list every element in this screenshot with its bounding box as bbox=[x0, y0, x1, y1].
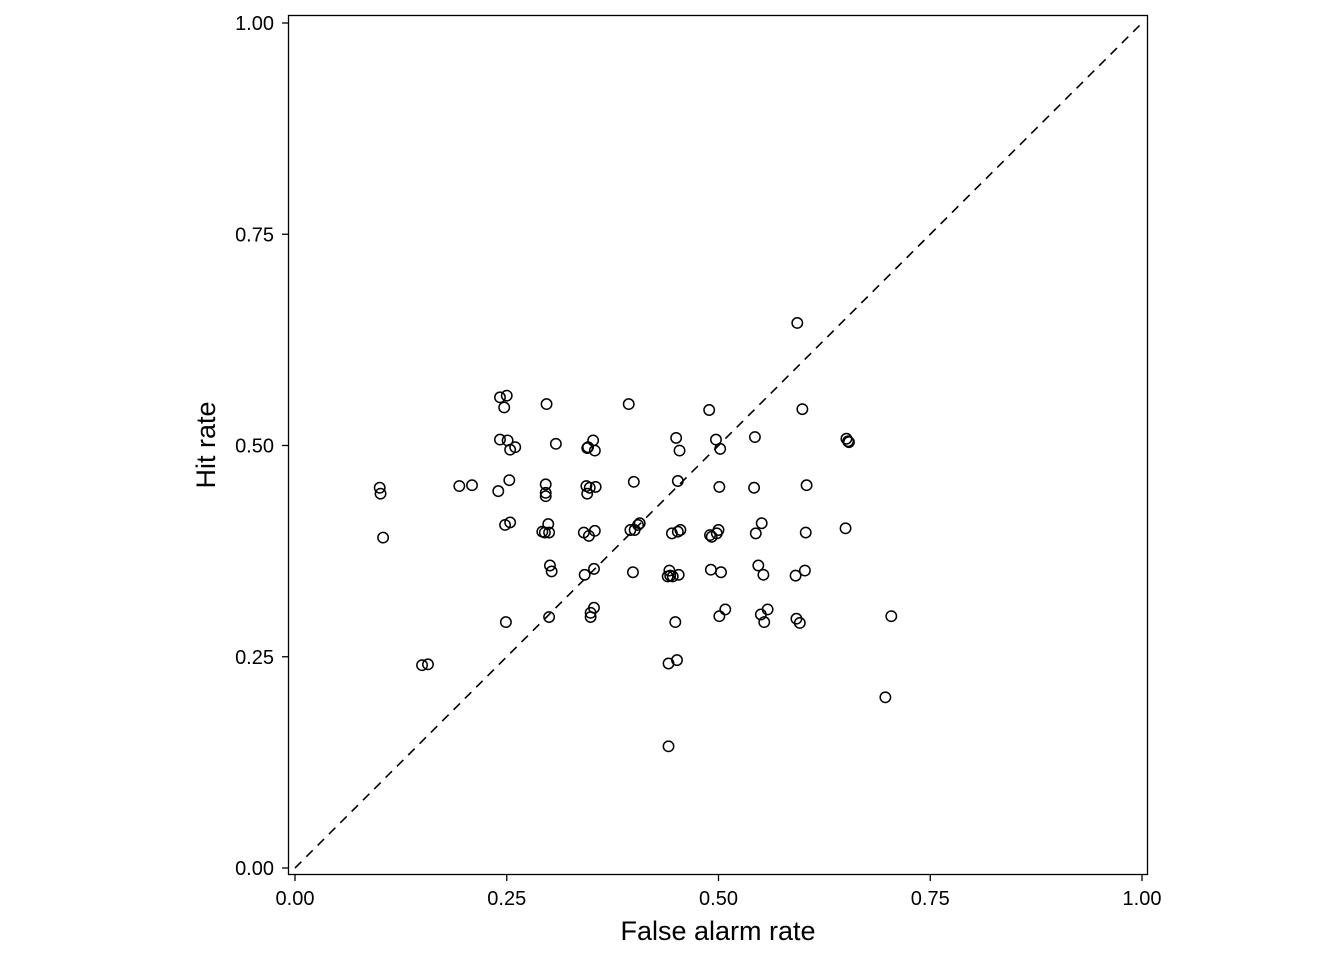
data-point bbox=[373, 481, 386, 494]
data-point bbox=[703, 404, 716, 416]
data-point bbox=[671, 475, 684, 487]
data-point bbox=[581, 487, 594, 500]
data-point bbox=[627, 566, 639, 579]
data-point bbox=[627, 475, 640, 488]
x-axis-title: False alarm rate bbox=[620, 916, 815, 946]
data-point bbox=[752, 559, 765, 572]
data-point bbox=[712, 524, 725, 536]
data-point bbox=[583, 481, 596, 494]
y-tick-label: 0.50 bbox=[235, 436, 274, 458]
data-point bbox=[543, 611, 556, 623]
data-point bbox=[466, 479, 478, 492]
x-tick-label: 1.00 bbox=[1123, 888, 1162, 910]
y-tick-label: 0.25 bbox=[235, 647, 274, 669]
y-tick-label: 0.00 bbox=[235, 858, 274, 880]
data-point bbox=[662, 740, 675, 753]
data-point bbox=[839, 522, 852, 535]
data-point bbox=[672, 568, 685, 581]
data-point bbox=[581, 442, 594, 454]
data-point bbox=[492, 485, 505, 498]
y-axis-title: Hit rate bbox=[191, 401, 221, 488]
y-tick-label: 0.75 bbox=[235, 224, 274, 246]
data-point bbox=[500, 389, 513, 402]
data-point bbox=[719, 603, 732, 616]
data-point bbox=[885, 610, 898, 623]
x-tick-label: 0.75 bbox=[911, 888, 950, 910]
data-point bbox=[498, 401, 511, 414]
x-tick-label: 0.25 bbox=[487, 888, 526, 910]
data-point bbox=[793, 617, 806, 629]
data-point bbox=[799, 526, 812, 539]
data-point bbox=[671, 525, 684, 538]
data-point bbox=[791, 317, 804, 329]
data-point bbox=[503, 474, 516, 487]
data-point bbox=[588, 444, 601, 457]
data-point bbox=[749, 527, 762, 540]
data-point bbox=[673, 444, 686, 457]
x-tick-label: 0.50 bbox=[699, 888, 738, 910]
data-points bbox=[373, 317, 898, 753]
data-point bbox=[798, 564, 811, 577]
data-point bbox=[748, 481, 761, 494]
data-point bbox=[622, 398, 635, 411]
data-point bbox=[840, 432, 853, 445]
data-point bbox=[587, 434, 600, 447]
y-tick-label: 1.00 bbox=[235, 13, 274, 35]
data-point bbox=[632, 518, 644, 531]
data-point bbox=[539, 486, 552, 499]
data-point bbox=[377, 531, 390, 544]
data-point bbox=[539, 478, 552, 491]
data-point bbox=[542, 518, 555, 531]
data-point bbox=[588, 601, 600, 614]
data-point bbox=[578, 568, 591, 581]
x-tick-label: 0.00 bbox=[276, 888, 315, 910]
data-point bbox=[666, 570, 679, 583]
data-point bbox=[494, 433, 506, 446]
data-point bbox=[422, 658, 434, 671]
data-point bbox=[416, 659, 428, 672]
data-point bbox=[499, 616, 512, 629]
y-axis: 0.00 0.25 0.50 0.75 1.00 bbox=[235, 13, 289, 880]
data-point bbox=[761, 603, 774, 616]
data-point bbox=[715, 566, 727, 579]
data-point bbox=[800, 479, 813, 492]
data-point bbox=[588, 562, 600, 575]
data-point bbox=[543, 559, 556, 572]
data-point bbox=[671, 654, 683, 667]
data-point bbox=[453, 480, 466, 493]
data-point bbox=[714, 442, 727, 455]
data-point bbox=[755, 517, 768, 530]
data-point bbox=[842, 435, 855, 448]
data-point bbox=[757, 568, 770, 581]
data-point bbox=[549, 437, 562, 450]
data-point bbox=[545, 565, 558, 578]
data-point bbox=[748, 431, 761, 443]
data-point bbox=[588, 524, 601, 537]
data-point bbox=[540, 398, 553, 411]
data-point bbox=[670, 431, 683, 444]
data-point bbox=[539, 490, 552, 503]
data-point bbox=[494, 391, 506, 404]
data-point bbox=[879, 691, 892, 704]
data-point bbox=[633, 517, 646, 530]
data-point bbox=[704, 563, 717, 576]
data-point bbox=[713, 480, 726, 493]
data-point bbox=[543, 526, 556, 539]
data-point bbox=[758, 616, 771, 629]
data-point bbox=[796, 403, 809, 416]
data-point bbox=[504, 516, 517, 529]
data-point bbox=[589, 480, 602, 493]
data-point bbox=[704, 529, 716, 542]
identity-reference-line bbox=[294, 22, 1143, 869]
data-point bbox=[509, 441, 522, 454]
data-point bbox=[789, 569, 802, 582]
data-point bbox=[374, 487, 387, 500]
x-axis: 0.00 0.25 0.50 0.75 1.00 bbox=[276, 874, 1162, 910]
data-point bbox=[713, 610, 726, 623]
data-point bbox=[669, 616, 682, 629]
data-point bbox=[674, 524, 687, 536]
data-point bbox=[842, 436, 855, 449]
